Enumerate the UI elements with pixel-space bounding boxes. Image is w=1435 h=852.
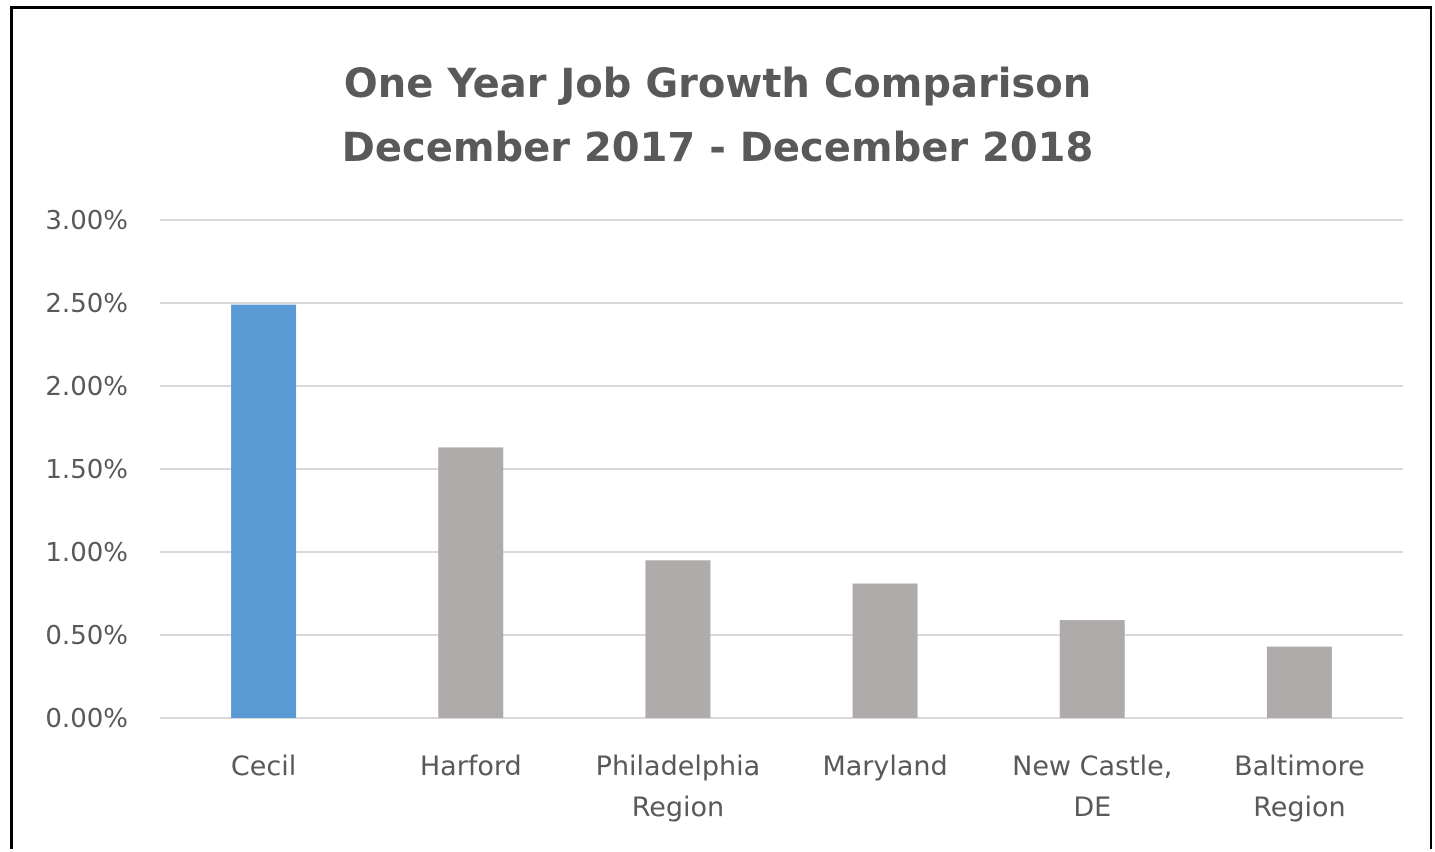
x-tick-label: Region xyxy=(632,792,724,823)
y-tick-label: 0.50% xyxy=(45,621,128,651)
y-tick-label: 1.50% xyxy=(45,455,128,485)
chart-title-line-2: December 2017 - December 2018 xyxy=(341,125,1094,171)
y-tick-label: 0.00% xyxy=(45,704,128,734)
x-tick-label: Cecil xyxy=(231,751,296,782)
bar xyxy=(1266,646,1332,718)
bar xyxy=(438,447,504,718)
y-tick-label: 1.00% xyxy=(45,538,128,568)
y-tick-label: 2.50% xyxy=(45,289,128,319)
bar xyxy=(231,304,297,718)
x-tick-label: New Castle, xyxy=(1012,751,1172,782)
chart-title-line-1: One Year Job Growth Comparison xyxy=(343,61,1092,107)
y-tick-label: 3.00% xyxy=(45,206,128,236)
x-tick-label: DE xyxy=(1073,792,1111,823)
chart-title: One Year Job Growth Comparison December … xyxy=(0,52,1435,180)
bar xyxy=(1059,620,1125,718)
bar xyxy=(852,583,918,718)
x-tick-label: Region xyxy=(1253,792,1345,823)
x-tick-label: Maryland xyxy=(822,751,947,782)
x-tick-label: Baltimore xyxy=(1234,751,1365,782)
x-tick-label: Harford xyxy=(420,751,522,782)
bar xyxy=(645,560,711,718)
x-tick-label: Philadelphia xyxy=(596,751,761,782)
y-tick-label: 2.00% xyxy=(45,372,128,402)
